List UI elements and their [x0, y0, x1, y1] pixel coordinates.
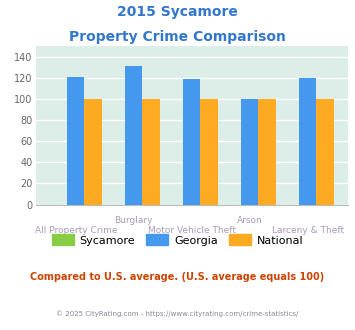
- Text: © 2025 CityRating.com - https://www.cityrating.com/crime-statistics/: © 2025 CityRating.com - https://www.city…: [56, 310, 299, 317]
- Bar: [67, 77, 84, 205]
- Bar: [84, 99, 102, 205]
- Legend: Sycamore, Georgia, National: Sycamore, Georgia, National: [47, 230, 308, 250]
- Text: All Property Crime: All Property Crime: [34, 226, 117, 235]
- Text: Larceny & Theft: Larceny & Theft: [272, 226, 344, 235]
- Text: Compared to U.S. average. (U.S. average equals 100): Compared to U.S. average. (U.S. average …: [31, 272, 324, 282]
- Text: Arson: Arson: [237, 216, 263, 225]
- Bar: [241, 99, 258, 205]
- Bar: [258, 99, 276, 205]
- Text: Burglary: Burglary: [115, 216, 153, 225]
- Bar: [299, 78, 316, 205]
- Bar: [183, 79, 200, 205]
- Text: 2015 Sycamore: 2015 Sycamore: [117, 5, 238, 19]
- Bar: [125, 66, 142, 205]
- Text: Property Crime Comparison: Property Crime Comparison: [69, 30, 286, 44]
- Bar: [200, 99, 218, 205]
- Text: Motor Vehicle Theft: Motor Vehicle Theft: [148, 226, 236, 235]
- Bar: [316, 99, 334, 205]
- Bar: [142, 99, 160, 205]
